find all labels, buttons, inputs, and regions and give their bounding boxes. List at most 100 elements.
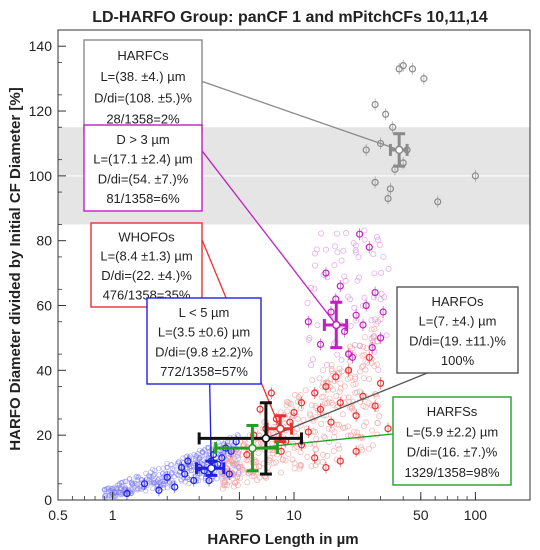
- cloud-point-whofos: [337, 380, 344, 387]
- cloud-point-whofos: [279, 456, 286, 463]
- summary-point-harfcs: [394, 145, 404, 155]
- cloud-point-l-lt-5: [191, 473, 197, 479]
- summary-point-harfss: [248, 443, 257, 453]
- annotation-text: D/di=(19. ±11.)%: [409, 333, 506, 348]
- data-point-harfcs: [382, 110, 390, 118]
- cloud-point-whofos: [354, 429, 361, 436]
- cloud-point-d-gt-3: [355, 254, 362, 261]
- data-point-l-5-m: [225, 470, 233, 478]
- cloud-point-whofos: [224, 481, 231, 488]
- cloud-point-whofos: [347, 404, 354, 411]
- cloud-point-whofos: [312, 462, 319, 469]
- cloud-point-whofos: [352, 411, 359, 418]
- cloud-point-whofos: [255, 449, 262, 456]
- data-point-whofos: [256, 405, 264, 413]
- summary-point-whofos: [276, 424, 285, 433]
- cloud-point-d-gt-3: [352, 247, 359, 254]
- cloud-point-whofos: [294, 416, 301, 423]
- data-point-whofos: [365, 353, 373, 361]
- data-point-whofos: [371, 402, 379, 410]
- y-tick-label: 60: [36, 298, 52, 314]
- cloud-point-whofos: [373, 361, 380, 368]
- cloud-point-l-lt-5: [171, 467, 177, 473]
- cloud-point-l-lt-5: [193, 454, 199, 460]
- cloud-point-whofos: [328, 365, 335, 372]
- cloud-point-l-lt-5: [200, 461, 207, 468]
- cloud-point-whofos: [295, 398, 302, 405]
- cloud-point-whofos: [360, 375, 367, 382]
- annotation-text: L=(7. ±4.) µm: [419, 314, 497, 329]
- cloud-point-d-gt-3: [368, 317, 375, 324]
- cloud-point-whofos: [310, 428, 317, 435]
- cloud-point-l-lt-5: [169, 478, 175, 484]
- cloud-point-whofos: [229, 456, 236, 463]
- x-tick-label: 5: [235, 507, 243, 523]
- annotation-text: 81/1358=6%: [106, 191, 180, 206]
- cloud-point-l-lt-5: [185, 462, 192, 468]
- cloud-point-whofos: [360, 422, 367, 429]
- annotation-text: L=(8.4 ±1.3) µm: [100, 249, 192, 264]
- y-tick-label: 120: [29, 103, 53, 119]
- cloud-point-whofos: [313, 446, 320, 453]
- annotation-leader-line: [201, 150, 337, 326]
- cloud-point-whofos: [341, 424, 348, 431]
- cloud-point-d-gt-3: [368, 335, 375, 342]
- cloud-point-whofos: [331, 434, 338, 441]
- cloud-point-whofos: [361, 334, 368, 341]
- data-point-d-3-m: [316, 340, 325, 349]
- cloud-point-d-gt-3: [374, 234, 381, 241]
- cloud-point-l-lt-5: [133, 474, 139, 480]
- data-point-l-5-m: [171, 483, 179, 491]
- data-point-d-3-m: [376, 334, 385, 342]
- annotation-text: L=(5.9 ±2.2) µm: [406, 424, 498, 439]
- cloud-point-whofos: [222, 456, 229, 463]
- data-point-whofos: [322, 463, 330, 472]
- cloud-point-whofos: [336, 445, 343, 452]
- cloud-point-d-gt-3: [331, 243, 338, 250]
- cloud-point-d-gt-3: [352, 242, 359, 249]
- summary-point-harfos: [261, 434, 271, 443]
- annotation-text: L=(38. ±4.) µm: [100, 69, 185, 84]
- cloud-point-whofos: [328, 367, 335, 374]
- x-tick-label: 50: [413, 507, 429, 523]
- cloud-point-d-gt-3: [351, 341, 358, 348]
- annotation-box-l-lt-5: [146, 297, 262, 385]
- cloud-point-whofos: [218, 471, 225, 478]
- cloud-point-whofos: [351, 428, 358, 435]
- cloud-point-l-lt-5: [203, 477, 209, 484]
- cloud-point-d-gt-3: [371, 270, 378, 277]
- annotation-text: HARFOs: [432, 294, 485, 309]
- annotation-leader-line: [252, 433, 394, 449]
- cloud-point-l-lt-5: [138, 486, 144, 493]
- cloud-point-d-gt-3: [376, 241, 383, 248]
- cloud-point-whofos: [255, 463, 262, 470]
- cloud-point-d-gt-3: [309, 356, 316, 363]
- cloud-point-l-lt-5: [134, 487, 140, 493]
- cloud-point-d-gt-3: [308, 362, 315, 369]
- data-point-l-5-m: [155, 486, 163, 494]
- cloud-point-whofos: [362, 358, 369, 365]
- cloud-point-l-lt-5: [164, 464, 170, 470]
- cloud-point-l-lt-5: [178, 476, 184, 482]
- data-point-d-3-m: [368, 344, 376, 352]
- cloud-point-whofos: [334, 421, 341, 428]
- cloud-point-whofos: [220, 482, 227, 489]
- cloud-point-whofos: [316, 375, 323, 382]
- cloud-point-l-lt-5: [151, 480, 157, 486]
- cloud-point-whofos: [241, 469, 248, 476]
- annotation-text: D > 3 µm: [116, 132, 169, 147]
- cloud-point-d-gt-3: [331, 262, 338, 269]
- data-point-harfcs: [376, 139, 385, 148]
- cloud-point-whofos: [244, 479, 251, 486]
- cloud-point-whofos: [328, 361, 335, 368]
- data-point-d-3-m: [359, 321, 367, 329]
- cloud-point-whofos: [333, 456, 340, 463]
- cloud-point-d-gt-3: [383, 332, 390, 339]
- cloud-point-whofos: [330, 401, 337, 408]
- cloud-point-whofos: [344, 423, 351, 430]
- cloud-point-l-lt-5: [150, 466, 156, 473]
- data-point-harfcs: [371, 178, 379, 186]
- cloud-point-l-lt-5: [132, 480, 138, 486]
- cloud-point-d-gt-3: [375, 366, 382, 373]
- cloud-point-whofos: [302, 387, 309, 394]
